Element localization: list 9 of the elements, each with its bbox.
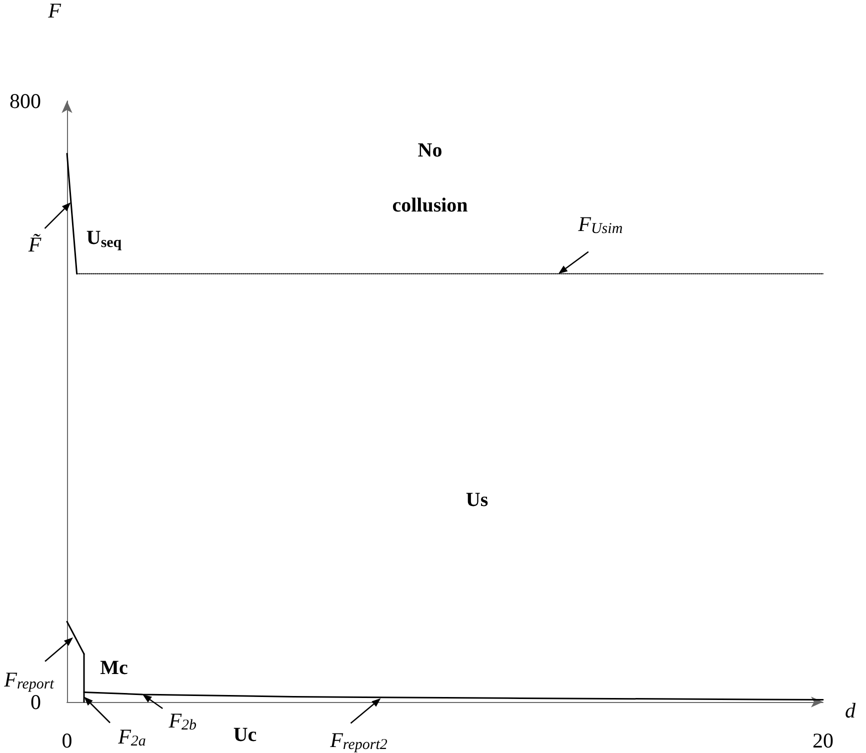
annotation: Mc [100,657,128,679]
y-tick-label: 800 [10,89,41,113]
text: No collusion [392,140,468,216]
annotation: Us [466,489,488,511]
x-tick-label: 20 [812,728,834,752]
annotation: F̃ [27,232,42,256]
text: Uc [233,724,257,746]
y-axis-title: F [47,0,62,22]
x-axis-title: d [845,698,856,722]
